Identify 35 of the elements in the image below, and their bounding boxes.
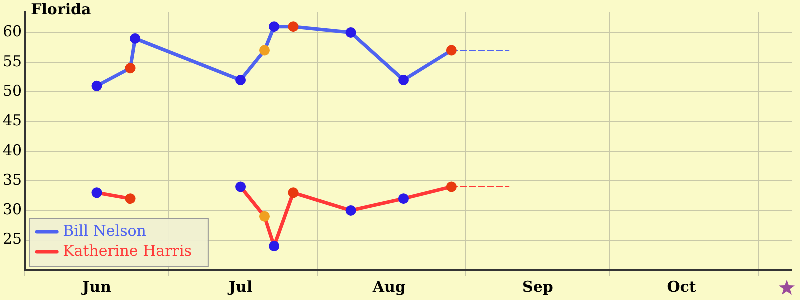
y-tick-label: 60 — [2, 22, 22, 41]
point — [346, 28, 356, 38]
point — [398, 194, 409, 204]
y-tick-label: 50 — [2, 82, 22, 100]
y-tick-label: 40 — [2, 141, 22, 160]
point — [446, 45, 457, 56]
x-tick-label: Jul — [226, 278, 253, 296]
y-tick-label: 25 — [2, 230, 22, 248]
point — [236, 182, 246, 192]
x-tick-label: Sep — [522, 278, 554, 296]
chart-title: Florida — [31, 0, 92, 18]
point — [346, 205, 356, 216]
point — [236, 74, 246, 86]
y-tick-label: 30 — [2, 200, 22, 219]
point — [92, 80, 102, 92]
point — [398, 74, 409, 86]
point — [125, 194, 136, 204]
point — [288, 188, 299, 198]
x-tick-label: Aug — [372, 278, 406, 296]
point — [260, 45, 270, 56]
legend-label: Katherine Harris — [63, 242, 192, 260]
y-tick-label: 35 — [2, 170, 22, 189]
y-tick-label: 55 — [2, 52, 22, 70]
legend-label: Bill Nelson — [63, 222, 147, 240]
point — [92, 188, 102, 198]
x-tick-label: Jun — [80, 278, 112, 296]
x-tick-label: Oct — [667, 278, 696, 296]
y-tick-label: 45 — [2, 112, 22, 130]
point — [269, 22, 280, 32]
point — [130, 33, 141, 44]
point — [269, 241, 280, 252]
point — [260, 211, 270, 222]
point — [446, 182, 457, 192]
point — [125, 63, 136, 74]
point — [288, 22, 299, 32]
